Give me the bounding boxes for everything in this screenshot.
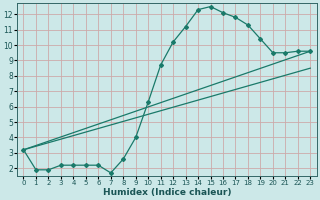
X-axis label: Humidex (Indice chaleur): Humidex (Indice chaleur) bbox=[103, 188, 231, 197]
